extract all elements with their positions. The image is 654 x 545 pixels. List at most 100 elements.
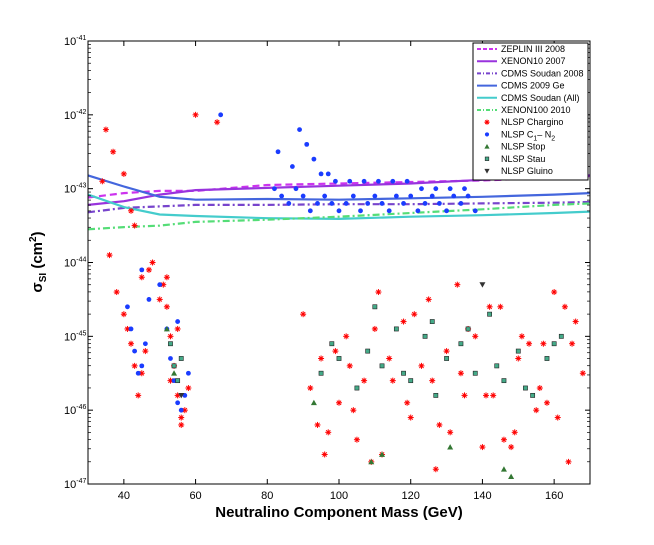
y-tick-exponent: -41 bbox=[76, 35, 86, 42]
point-star bbox=[325, 429, 332, 436]
point-triangle-up bbox=[379, 451, 386, 457]
point-circle bbox=[329, 201, 335, 206]
point-star bbox=[418, 362, 425, 369]
point-star bbox=[336, 399, 342, 406]
legend-label: XENON10 2007 bbox=[501, 56, 566, 66]
y-label-sigma: σ bbox=[29, 282, 46, 292]
point-square bbox=[178, 356, 184, 361]
point-star bbox=[321, 451, 328, 458]
point-star bbox=[400, 318, 407, 325]
y-axis-label: σSI (cm2) bbox=[28, 231, 49, 292]
point-star bbox=[110, 148, 117, 155]
x-tick-label: 140 bbox=[473, 490, 491, 502]
point-star bbox=[120, 311, 127, 318]
point-star bbox=[149, 259, 156, 266]
point-circle bbox=[462, 186, 467, 192]
point-star bbox=[156, 296, 163, 303]
point-star bbox=[167, 333, 174, 340]
point-circle bbox=[146, 297, 152, 302]
point-star bbox=[572, 318, 579, 325]
point-circle bbox=[272, 186, 277, 192]
point-circle bbox=[451, 193, 457, 199]
point-star bbox=[536, 385, 543, 392]
points-layer bbox=[99, 111, 586, 480]
point-star bbox=[579, 370, 586, 377]
point-star bbox=[389, 377, 396, 384]
legend-entry: XENON10 2007 bbox=[477, 56, 566, 66]
point-star bbox=[515, 355, 522, 362]
point-square bbox=[171, 363, 177, 369]
y-tick-exponent: -42 bbox=[76, 109, 86, 116]
point-circle bbox=[390, 178, 396, 184]
point-star bbox=[447, 429, 454, 436]
point-star bbox=[178, 414, 185, 421]
point-square bbox=[408, 378, 414, 384]
legend-label: NLSP Chargino bbox=[501, 117, 563, 127]
point-square bbox=[530, 392, 536, 398]
point-circle bbox=[128, 326, 134, 332]
legend-entry: CDMS Soudan 2008 bbox=[477, 68, 584, 78]
point-star bbox=[314, 421, 321, 428]
point-star bbox=[214, 119, 221, 126]
point-star bbox=[361, 377, 368, 384]
y-tick-exponent: -43 bbox=[76, 183, 86, 190]
point-triangle-up bbox=[171, 370, 178, 376]
point-triangle-up bbox=[508, 473, 515, 480]
y-tick-exponent: -44 bbox=[76, 257, 86, 264]
point-circle bbox=[178, 407, 184, 413]
y-label-unit-sup: 2 bbox=[28, 236, 39, 242]
point-square bbox=[429, 319, 435, 324]
point-circle bbox=[318, 171, 324, 177]
legend-label: NLSP Gluino bbox=[501, 166, 553, 176]
point-circle bbox=[175, 319, 181, 324]
point-circle bbox=[444, 208, 449, 214]
point-square bbox=[393, 326, 399, 332]
point-star bbox=[569, 340, 576, 347]
point-star bbox=[508, 444, 515, 451]
point-square bbox=[465, 326, 471, 332]
legend-marker-swatch bbox=[484, 119, 490, 125]
legend-box bbox=[472, 42, 589, 181]
y-tick-label: 10-47 bbox=[64, 478, 86, 491]
point-star bbox=[497, 303, 504, 310]
point-star bbox=[343, 333, 350, 340]
point-square bbox=[551, 341, 557, 347]
point-circle bbox=[125, 304, 130, 310]
point-circle bbox=[139, 363, 145, 369]
point-circle bbox=[358, 208, 363, 214]
point-circle bbox=[142, 341, 148, 347]
point-star bbox=[565, 458, 572, 465]
x-tick-label: 120 bbox=[402, 490, 420, 502]
legend-label: CDMS Soudan (All) bbox=[501, 93, 580, 103]
point-star bbox=[138, 274, 145, 281]
point-square bbox=[515, 348, 521, 354]
point-circle bbox=[415, 208, 421, 214]
point-square bbox=[544, 356, 550, 361]
x-axis-label: Neutralino Component Mass (GeV) bbox=[215, 504, 463, 521]
legend-label: XENON100 2010 bbox=[501, 105, 571, 115]
point-star bbox=[192, 111, 199, 118]
legend-marker-swatch bbox=[484, 132, 490, 137]
point-star bbox=[432, 466, 439, 473]
point-triangle-up bbox=[500, 466, 507, 472]
point-circle bbox=[343, 201, 349, 206]
point-star bbox=[99, 178, 106, 185]
point-star bbox=[561, 303, 568, 310]
point-square bbox=[494, 363, 500, 369]
point-star bbox=[185, 385, 192, 392]
point-square bbox=[558, 333, 564, 339]
point-star bbox=[443, 348, 450, 355]
point-square bbox=[372, 304, 378, 310]
point-square bbox=[329, 341, 335, 347]
point-star bbox=[386, 355, 393, 362]
series-line-cdms-2009-ge bbox=[87, 174, 591, 201]
x-tick-label: 100 bbox=[330, 490, 348, 502]
point-square bbox=[472, 370, 478, 376]
point-circle bbox=[293, 186, 299, 192]
point-circle bbox=[372, 193, 378, 199]
x-tick-label: 160 bbox=[545, 490, 563, 502]
point-star bbox=[135, 392, 142, 399]
legend-entry: NLSP Chargino bbox=[484, 117, 563, 127]
point-star bbox=[353, 436, 360, 443]
point-star bbox=[120, 170, 127, 177]
